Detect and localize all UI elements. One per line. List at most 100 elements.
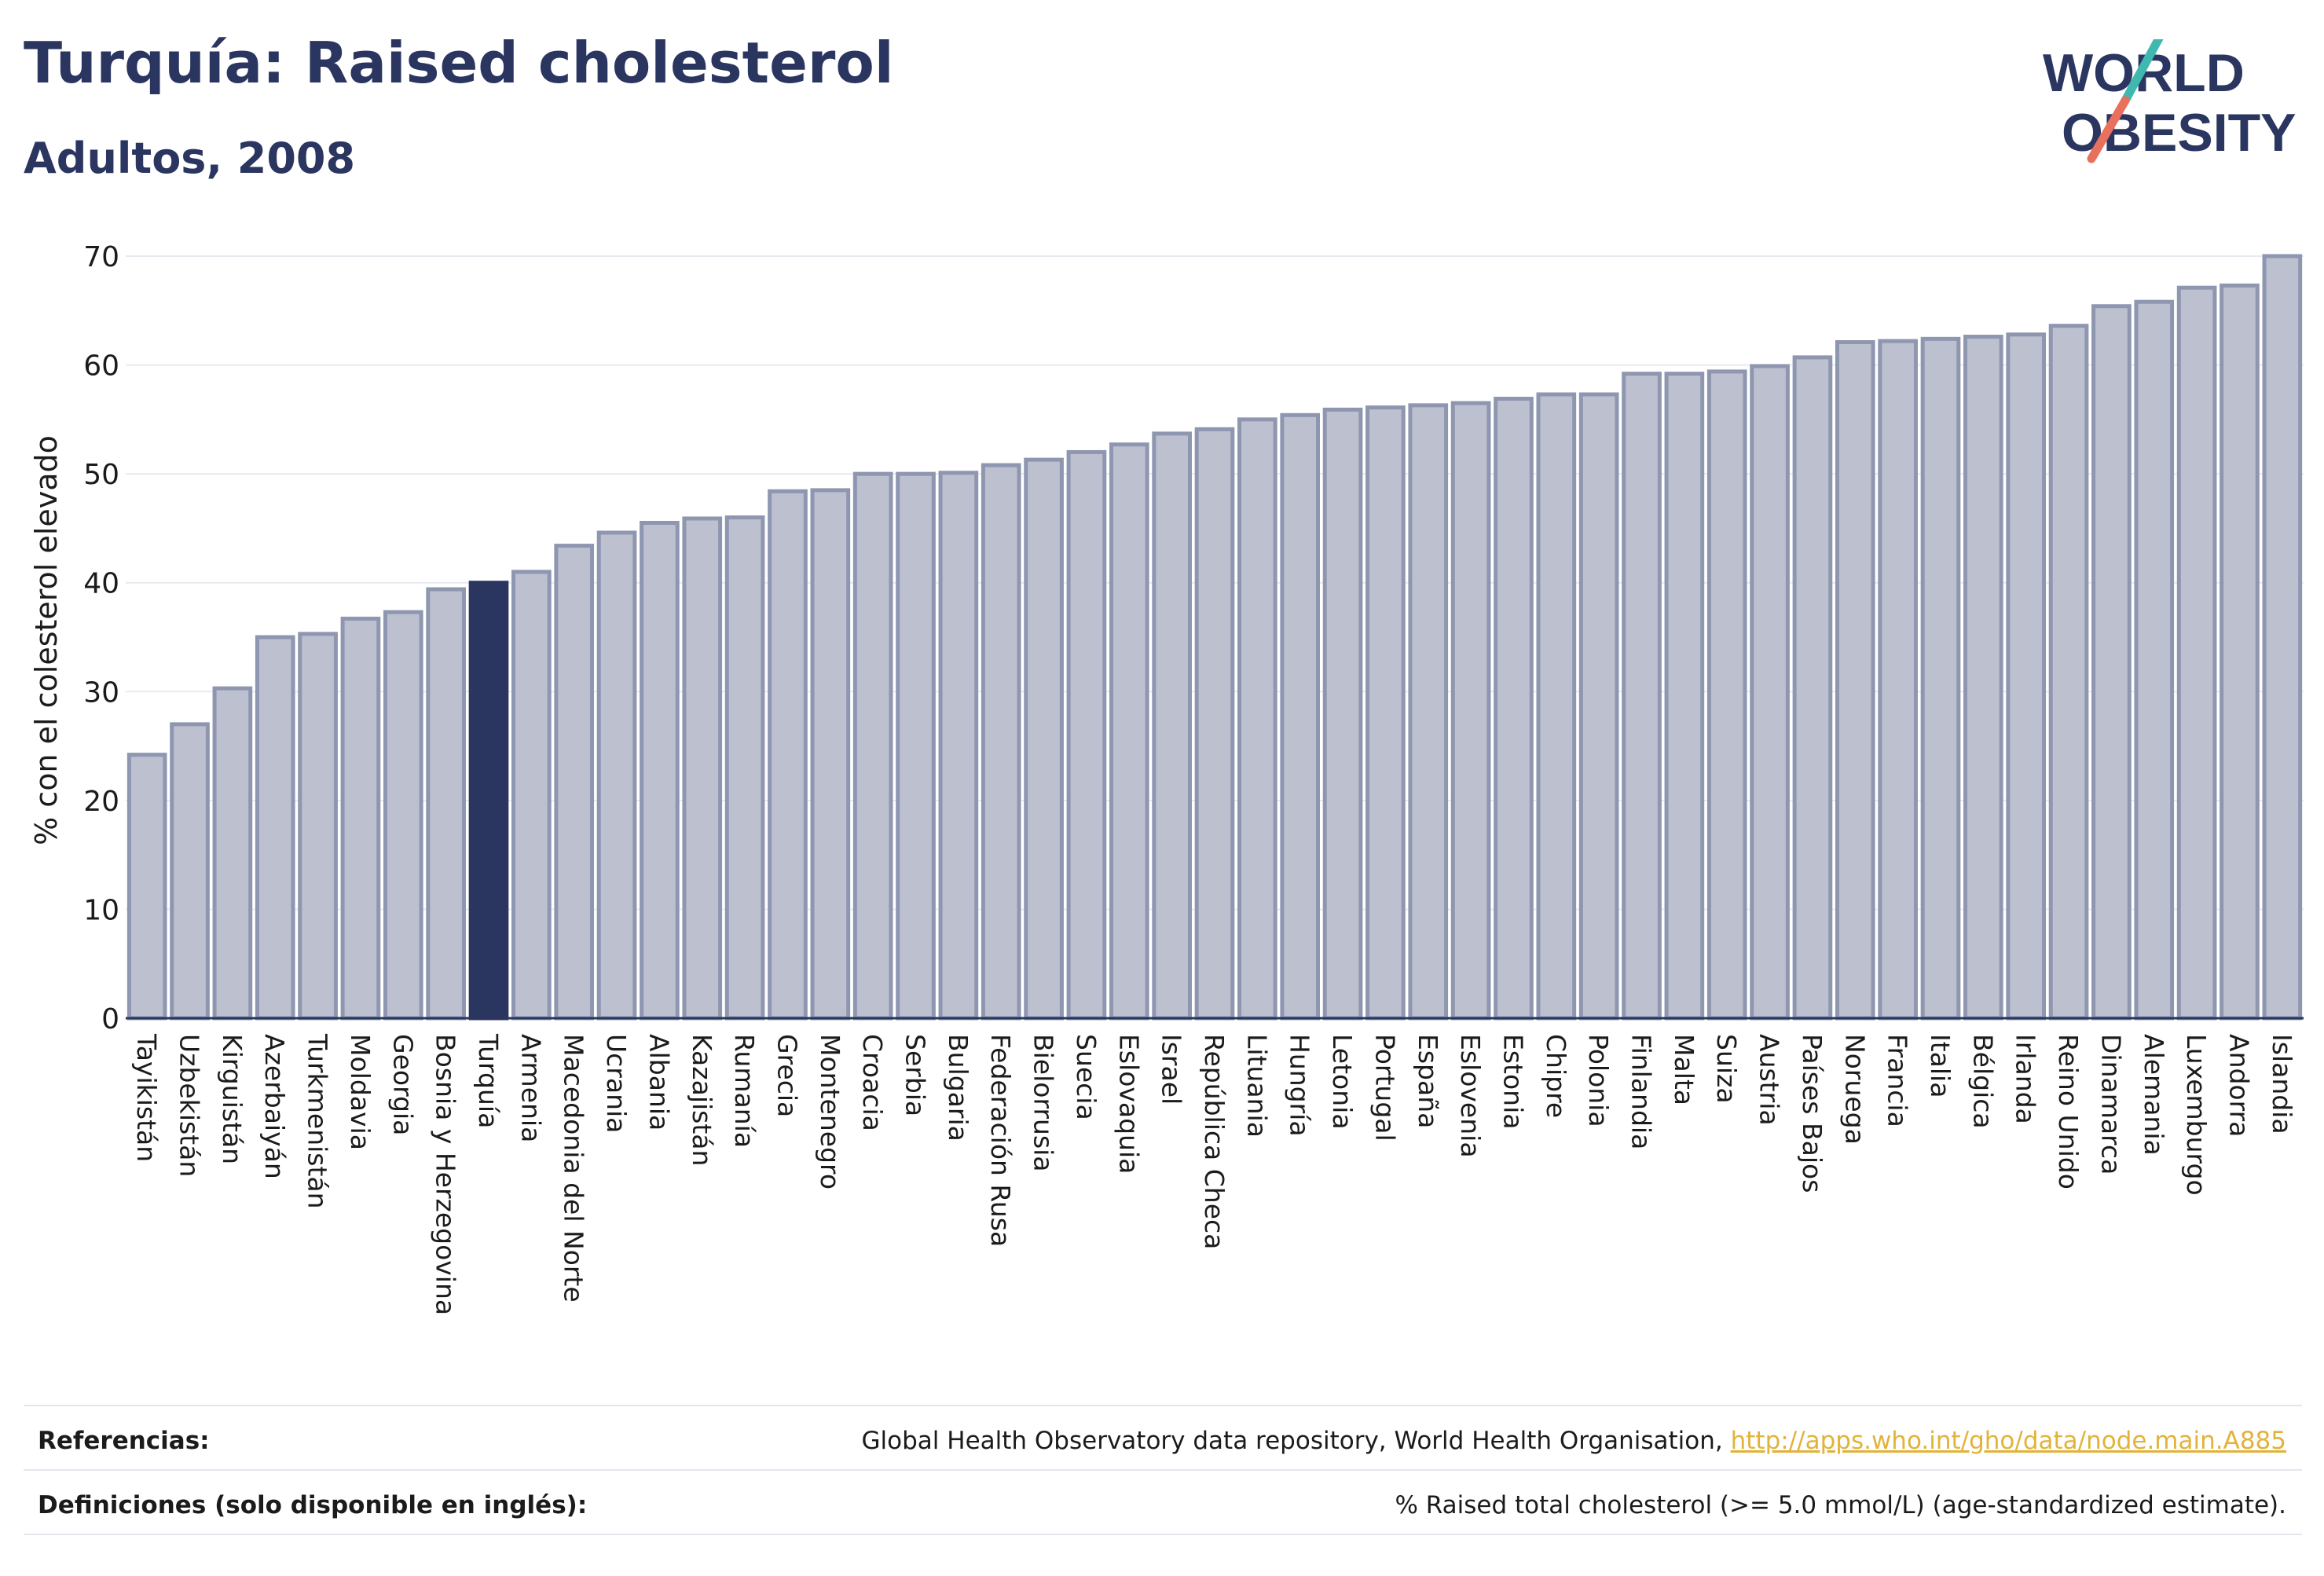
bar[interactable] bbox=[724, 515, 765, 1021]
bar-highlight[interactable] bbox=[468, 581, 509, 1021]
y-tick-label: 20 bbox=[83, 786, 119, 818]
x-tick-label: Bosnia y Herzegovina bbox=[431, 1034, 461, 1315]
x-tick-label: Montenegro bbox=[815, 1034, 845, 1189]
bar[interactable] bbox=[1152, 431, 1192, 1021]
bar[interactable] bbox=[1408, 403, 1449, 1021]
bar[interactable] bbox=[126, 753, 167, 1021]
bar[interactable] bbox=[298, 632, 338, 1021]
footer-divider bbox=[24, 1534, 2302, 1535]
x-axis-labels: Tayikistán Uzbekistán Kirguistán Azerbaiyán… bbox=[131, 1033, 2297, 1315]
definitions-text: % Raised total cholesterol (>= 5.0 mmol/… bbox=[1395, 1491, 2286, 1519]
bar[interactable] bbox=[896, 471, 936, 1021]
x-tick-label: Suecia bbox=[1071, 1034, 1102, 1120]
svg-text:OBESITY: OBESITY bbox=[2062, 103, 2297, 163]
x-tick-label: Bielorrusia bbox=[1028, 1034, 1059, 1172]
bar[interactable] bbox=[1963, 335, 2003, 1021]
bar[interactable] bbox=[1109, 442, 1149, 1021]
x-tick-label: Turkmenistán bbox=[302, 1033, 333, 1209]
x-tick-label: Letonia bbox=[1327, 1034, 1358, 1130]
bar[interactable] bbox=[852, 471, 893, 1021]
x-tick-label: Italia bbox=[1925, 1034, 1956, 1098]
references-text: Global Health Observatory data repositor… bbox=[862, 1427, 2286, 1455]
x-tick-label: Irlanda bbox=[2011, 1034, 2041, 1124]
x-tick-label: Andorra bbox=[2223, 1034, 2254, 1137]
bar[interactable] bbox=[1024, 457, 1064, 1021]
x-tick-label: Azerbaiyán bbox=[259, 1034, 290, 1179]
bar[interactable] bbox=[2220, 283, 2260, 1021]
bar[interactable] bbox=[596, 530, 637, 1021]
bar[interactable] bbox=[1920, 336, 1961, 1021]
footer-divider bbox=[24, 1469, 2302, 1471]
x-tick-label: Federación Rusa bbox=[985, 1034, 1016, 1247]
bar[interactable] bbox=[511, 570, 552, 1021]
x-tick-label: Croacia bbox=[857, 1034, 888, 1131]
bar[interactable] bbox=[1194, 427, 1235, 1021]
x-tick-label: Reino Unido bbox=[2053, 1034, 2084, 1189]
footer-divider bbox=[24, 1405, 2302, 1406]
bar[interactable] bbox=[1835, 339, 1875, 1021]
bar[interactable] bbox=[1322, 407, 1363, 1021]
bar[interactable] bbox=[1450, 401, 1491, 1021]
x-tick-label: Albania bbox=[643, 1034, 674, 1131]
bar[interactable] bbox=[1578, 392, 1619, 1021]
x-tick-label: Estonia bbox=[1497, 1034, 1528, 1129]
x-tick-label: Malta bbox=[1669, 1034, 1699, 1105]
bar[interactable] bbox=[981, 463, 1021, 1021]
bar[interactable] bbox=[2006, 332, 2047, 1021]
x-tick-label: Bélgica bbox=[1967, 1034, 1998, 1129]
y-tick-label: 30 bbox=[83, 676, 119, 709]
x-tick-label: Eslovaquia bbox=[1113, 1034, 1144, 1174]
bar[interactable] bbox=[554, 544, 595, 1021]
bar[interactable] bbox=[1494, 397, 1534, 1021]
bar[interactable] bbox=[768, 489, 808, 1021]
x-tick-label: Alemania bbox=[2139, 1034, 2169, 1156]
x-tick-label: Dinamarca bbox=[2095, 1034, 2126, 1175]
bar[interactable] bbox=[426, 587, 466, 1021]
x-tick-label: Francia bbox=[1882, 1034, 1913, 1127]
x-tick-label: Noruega bbox=[1839, 1034, 1870, 1145]
x-tick-label: Serbia bbox=[900, 1034, 931, 1116]
x-tick-label: Portugal bbox=[1369, 1034, 1400, 1142]
bar[interactable] bbox=[1066, 449, 1107, 1021]
bar[interactable] bbox=[810, 488, 851, 1021]
bar[interactable] bbox=[640, 521, 680, 1021]
y-axis-label: % con el colesterol elevado bbox=[29, 435, 64, 845]
bar[interactable] bbox=[1237, 417, 1277, 1021]
bar[interactable] bbox=[2262, 254, 2303, 1021]
bar[interactable] bbox=[1664, 372, 1705, 1021]
bar[interactable] bbox=[1365, 405, 1406, 1021]
bar[interactable] bbox=[1750, 364, 1790, 1021]
bar[interactable] bbox=[1280, 412, 1321, 1021]
chart-subtitle: Adultos, 2008 bbox=[24, 134, 356, 183]
x-tick-label: España bbox=[1413, 1034, 1443, 1128]
references-source: Global Health Observatory data repositor… bbox=[861, 1427, 1731, 1455]
bar[interactable] bbox=[170, 722, 210, 1021]
bar[interactable] bbox=[1878, 339, 1918, 1021]
bar[interactable] bbox=[1622, 372, 1662, 1021]
x-tick-label: Islandia bbox=[2267, 1034, 2297, 1134]
bar[interactable] bbox=[682, 516, 723, 1021]
y-tick-label: 40 bbox=[83, 568, 119, 600]
bar[interactable] bbox=[2176, 285, 2217, 1021]
bar[interactable] bbox=[2134, 299, 2175, 1021]
x-tick-label: Lituania bbox=[1241, 1034, 1272, 1138]
references-link[interactable]: http://apps.who.int/gho/data/node.main.A… bbox=[1730, 1427, 2286, 1455]
bar[interactable] bbox=[1792, 355, 1833, 1021]
bar[interactable] bbox=[938, 471, 979, 1021]
bar[interactable] bbox=[1536, 392, 1577, 1021]
x-tick-label: Kazajistán bbox=[687, 1034, 717, 1166]
bar[interactable] bbox=[2091, 304, 2132, 1021]
bar[interactable] bbox=[255, 635, 295, 1021]
bar[interactable] bbox=[2048, 324, 2089, 1021]
bar[interactable] bbox=[212, 686, 253, 1021]
bar[interactable] bbox=[340, 616, 381, 1021]
world-obesity-logo: WORLD OBESITY bbox=[2043, 39, 2297, 163]
x-tick-label: Ucrania bbox=[601, 1034, 632, 1133]
bar[interactable] bbox=[1706, 369, 1747, 1021]
bar[interactable] bbox=[383, 610, 423, 1021]
x-tick-label: Bulgaria bbox=[943, 1034, 973, 1142]
x-tick-label: Tayikistán bbox=[131, 1033, 162, 1162]
x-tick-label: República Checa bbox=[1199, 1034, 1230, 1249]
bars bbox=[126, 254, 2303, 1021]
y-axis-ticks: 0 10 20 30 40 50 60 70 bbox=[83, 241, 119, 1035]
